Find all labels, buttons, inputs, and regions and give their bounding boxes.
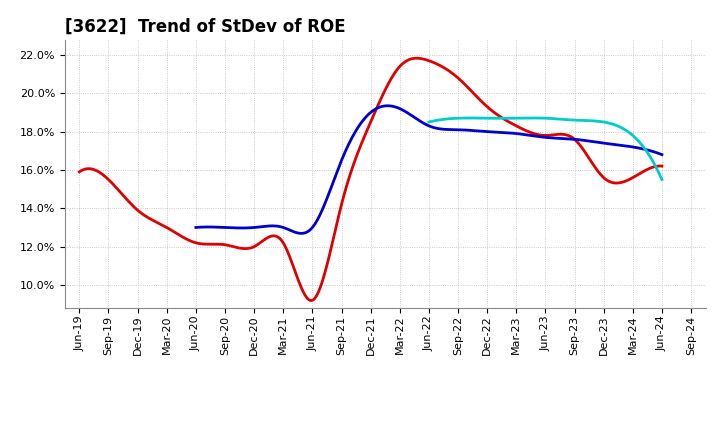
- Legend: 3 Years, 5 Years, 7 Years, 10 Years: 3 Years, 5 Years, 7 Years, 10 Years: [176, 434, 595, 440]
- Text: [3622]  Trend of StDev of ROE: [3622] Trend of StDev of ROE: [65, 17, 346, 35]
